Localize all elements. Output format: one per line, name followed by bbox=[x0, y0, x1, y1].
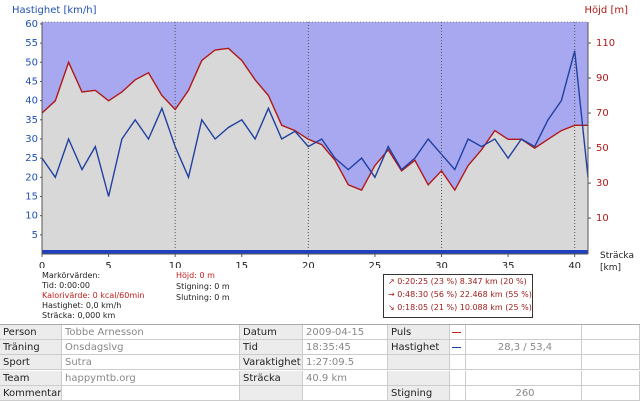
y2-tick-label: 110 bbox=[596, 38, 615, 49]
series-line bbox=[41, 50, 589, 197]
field-value: happymtb.org bbox=[62, 370, 240, 386]
summary-row: ↘ 0:18:05 (21 %) 10.088 km (25 %) bbox=[388, 303, 532, 312]
track-band bbox=[42, 250, 588, 254]
empty-cell bbox=[582, 340, 640, 356]
marker-calories: Kalorivärde: 0 kcal/60min bbox=[42, 291, 145, 300]
field-label: Stigning bbox=[388, 385, 450, 401]
summary-row: ↗ 0:20:25 (23 %) 8.347 km (20 %) bbox=[388, 277, 527, 286]
field-value: Onsdagslvg bbox=[62, 340, 240, 356]
field-value: 28,3 / 53,4 bbox=[466, 340, 582, 356]
field-value: 40.9 km bbox=[303, 370, 388, 386]
y-tick-label: 20 bbox=[25, 172, 38, 183]
legend-line bbox=[452, 347, 461, 349]
empty-cell bbox=[303, 385, 388, 401]
y-tick-label: 25 bbox=[25, 153, 38, 164]
marker-speed: Hastighet: 0,0 km/h bbox=[42, 301, 122, 310]
empty-cell bbox=[388, 370, 450, 386]
legend-swatch bbox=[450, 325, 466, 340]
x-tick-label: 0 bbox=[39, 261, 45, 268]
marker-distance: Sträcka: 0,000 km bbox=[42, 311, 116, 320]
field-value: Tobbe Arnesson bbox=[62, 325, 240, 340]
field-label: Sträcka bbox=[240, 370, 303, 386]
field-value: 1:27:09.5 bbox=[303, 355, 388, 371]
y2-tick-label: 70 bbox=[596, 108, 609, 119]
chart: Hastighet [km/h] Höjd [m] 5 10 15 20 25 30 35 4… bbox=[12, 5, 629, 268]
empty-cell bbox=[582, 385, 640, 401]
marker-altitude: Höjd: 0 m bbox=[176, 271, 215, 280]
field-label: Datum bbox=[240, 325, 303, 340]
y2-tick-label: 30 bbox=[596, 178, 609, 189]
summary-box: ↗ 0:20:25 (23 %) 8.347 km (20 %) → 0:48:… bbox=[383, 274, 533, 318]
field-label: Hastighet bbox=[388, 340, 450, 356]
marker-climb: Stigning: 0 m bbox=[176, 282, 230, 291]
legend-swatch bbox=[450, 355, 466, 371]
legend-swatch bbox=[450, 340, 466, 356]
x-tick-label: 15 bbox=[235, 261, 248, 268]
field-label: Kommentar bbox=[0, 385, 62, 401]
x-tick-label: 10 bbox=[169, 261, 182, 268]
field-label: Träning bbox=[0, 340, 62, 356]
field-value: 260 bbox=[466, 385, 582, 401]
y-tick-label: 55 bbox=[25, 38, 38, 49]
y2-tick-label: 90 bbox=[596, 73, 609, 84]
field-label: Person bbox=[0, 325, 62, 340]
series-line bbox=[41, 47, 588, 192]
empty-cell bbox=[388, 355, 450, 371]
empty-cell bbox=[466, 370, 582, 386]
empty-cell bbox=[582, 325, 640, 340]
info-table: Person Tobbe Arnesson Datum 2009-04-15 Puls T… bbox=[0, 324, 640, 401]
y2-tick-label: 50 bbox=[596, 143, 609, 154]
x-tick-label: 40 bbox=[568, 261, 581, 268]
summary-row: → 0:48:30 (56 %) 22.468 km (55 %) bbox=[388, 290, 532, 299]
field-label: Sport bbox=[0, 355, 62, 371]
y2-axis-title: Höjd [m] bbox=[585, 5, 629, 16]
legend-swatch bbox=[450, 370, 466, 386]
y-tick-label: 45 bbox=[25, 76, 38, 87]
y-tick-label: 30 bbox=[25, 134, 38, 145]
marker-time: Tid: 0:00:00 bbox=[42, 281, 91, 290]
empty-cell bbox=[582, 355, 640, 371]
legend-line bbox=[452, 332, 461, 333]
empty-cell bbox=[582, 370, 640, 386]
field-value: Sutra bbox=[62, 355, 240, 371]
x-tick-label: 35 bbox=[502, 261, 515, 268]
y-tick-label: 60 bbox=[25, 19, 38, 30]
x-tick-label: 20 bbox=[302, 261, 315, 268]
field-value: 2009-04-15 bbox=[303, 325, 388, 340]
legend-swatch bbox=[450, 385, 466, 401]
x-tick-label: 5 bbox=[105, 261, 111, 268]
field-value: 18:35:45 bbox=[303, 340, 388, 356]
empty-cell bbox=[62, 385, 240, 401]
y-tick-label: 10 bbox=[25, 211, 38, 222]
empty-cell bbox=[466, 355, 582, 371]
y-tick-label: 15 bbox=[25, 191, 38, 202]
x-axis-title: Sträcka [km] bbox=[600, 251, 634, 273]
field-label: Puls bbox=[388, 325, 450, 340]
y-tick-label: 5 bbox=[32, 230, 38, 241]
field-label: Team bbox=[0, 370, 62, 386]
field-label: Tid bbox=[240, 340, 303, 356]
empty-cell bbox=[240, 385, 303, 401]
x-tick-label: 25 bbox=[369, 261, 382, 268]
y-tick-label: 35 bbox=[25, 115, 38, 126]
x-tick-label: 30 bbox=[435, 261, 448, 268]
marker-heading: Markörvärden: bbox=[42, 271, 101, 280]
y-tick-label: 50 bbox=[25, 57, 38, 68]
y-tick-label: 40 bbox=[25, 96, 38, 107]
field-label: Varaktighet bbox=[240, 355, 303, 371]
altitude-area bbox=[42, 48, 588, 254]
marker-descent: Slutning: 0 m bbox=[176, 293, 230, 302]
y2-tick-label: 10 bbox=[596, 213, 609, 224]
y-axis-title: Hastighet [km/h] bbox=[12, 5, 97, 16]
empty-cell bbox=[466, 325, 582, 340]
